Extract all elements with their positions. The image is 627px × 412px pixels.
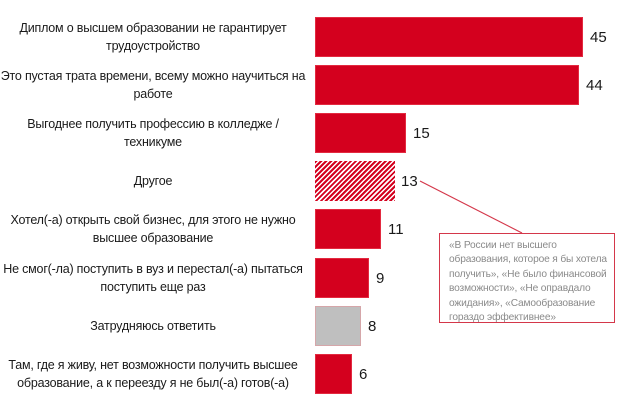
- bar-solid: [315, 113, 406, 153]
- bar-row: Хотел(-а) открыть свой бизнес, для этого…: [0, 209, 627, 249]
- category-label: Не смог(-ла) поступить в вуз и перестал(…: [0, 258, 306, 298]
- annotation-callout: «В России нет высшего образования, котор…: [439, 233, 615, 323]
- bar-solid: [315, 17, 583, 57]
- category-label: Хотел(-а) открыть свой бизнес, для этого…: [0, 209, 306, 249]
- bar-hatched: [315, 161, 395, 201]
- label-line: Затрудняюсь ответить: [90, 319, 216, 333]
- callout-line: возможности», «Не оправдало: [449, 283, 591, 295]
- bar-row: Другое 13: [0, 161, 627, 201]
- category-label: Затрудняюсь ответить: [0, 306, 306, 346]
- label-line: Там, где я живу, нет возможности получит…: [8, 358, 298, 372]
- callout-line: получить», «Не было финансовой: [449, 268, 607, 280]
- category-label: Там, где я живу, нет возможности получит…: [0, 354, 306, 394]
- label-line: Диплом о высшем образовании не гарантиру…: [19, 21, 287, 35]
- label-line: образование, а к переезду я не был(-а) г…: [17, 376, 289, 390]
- bar-row: Диплом о высшем образовании не гарантиру…: [0, 17, 627, 57]
- label-line: Другое: [133, 174, 173, 188]
- category-label: Это пустая трата времени, всему можно на…: [0, 65, 306, 105]
- label-line: высшее образование: [92, 231, 214, 245]
- bar-row: Там, где я живу, нет возможности получит…: [0, 354, 627, 394]
- label-line: работе: [133, 87, 173, 101]
- label-line: Не смог(-ла) поступить в вуз и перестал(…: [3, 262, 303, 276]
- bar-row: Это пустая трата времени, всему можно на…: [0, 65, 627, 105]
- label-line: Выгоднее получить профессию в колледже /: [27, 117, 279, 131]
- label-line: поступить еще раз: [100, 280, 206, 294]
- value-label: 15: [413, 124, 430, 142]
- callout-line: «В России нет высшего: [449, 240, 557, 251]
- callout-line: гораздо эффективнее»: [449, 312, 556, 324]
- label-line: Это пустая трата времени, всему можно на…: [0, 69, 306, 83]
- bar-solid: [315, 65, 579, 105]
- bar-solid: [315, 354, 352, 394]
- value-label: 8: [368, 317, 377, 335]
- bar-row: Выгоднее получить профессию в колледже /…: [0, 113, 627, 153]
- value-label: 9: [376, 269, 385, 287]
- label-line: трудоустройство: [106, 39, 200, 53]
- callout-line: образования, которое я бы хотела: [449, 254, 607, 266]
- label-line: Хотел(-а) открыть свой бизнес, для этого…: [10, 213, 296, 227]
- bar-solid: [315, 209, 381, 249]
- category-label: Другое: [0, 161, 306, 201]
- value-label: 44: [586, 76, 603, 94]
- label-line: техникуме: [124, 135, 182, 149]
- value-label: 11: [388, 220, 404, 238]
- bar-row: Затрудняюсь ответить 8: [0, 306, 627, 346]
- value-label: 45: [590, 28, 607, 46]
- bar-row: Не смог(-ла) поступить в вуз и перестал(…: [0, 258, 627, 298]
- category-label: Выгоднее получить профессию в колледже /…: [0, 113, 306, 153]
- value-label: 13: [401, 172, 418, 190]
- category-label: Диплом о высшем образовании не гарантиру…: [0, 17, 306, 57]
- callout-line: ожидания», «Самообразование: [449, 297, 596, 309]
- bar-solid: [315, 258, 369, 298]
- value-label: 6: [359, 365, 368, 383]
- bar-grey: [315, 306, 361, 346]
